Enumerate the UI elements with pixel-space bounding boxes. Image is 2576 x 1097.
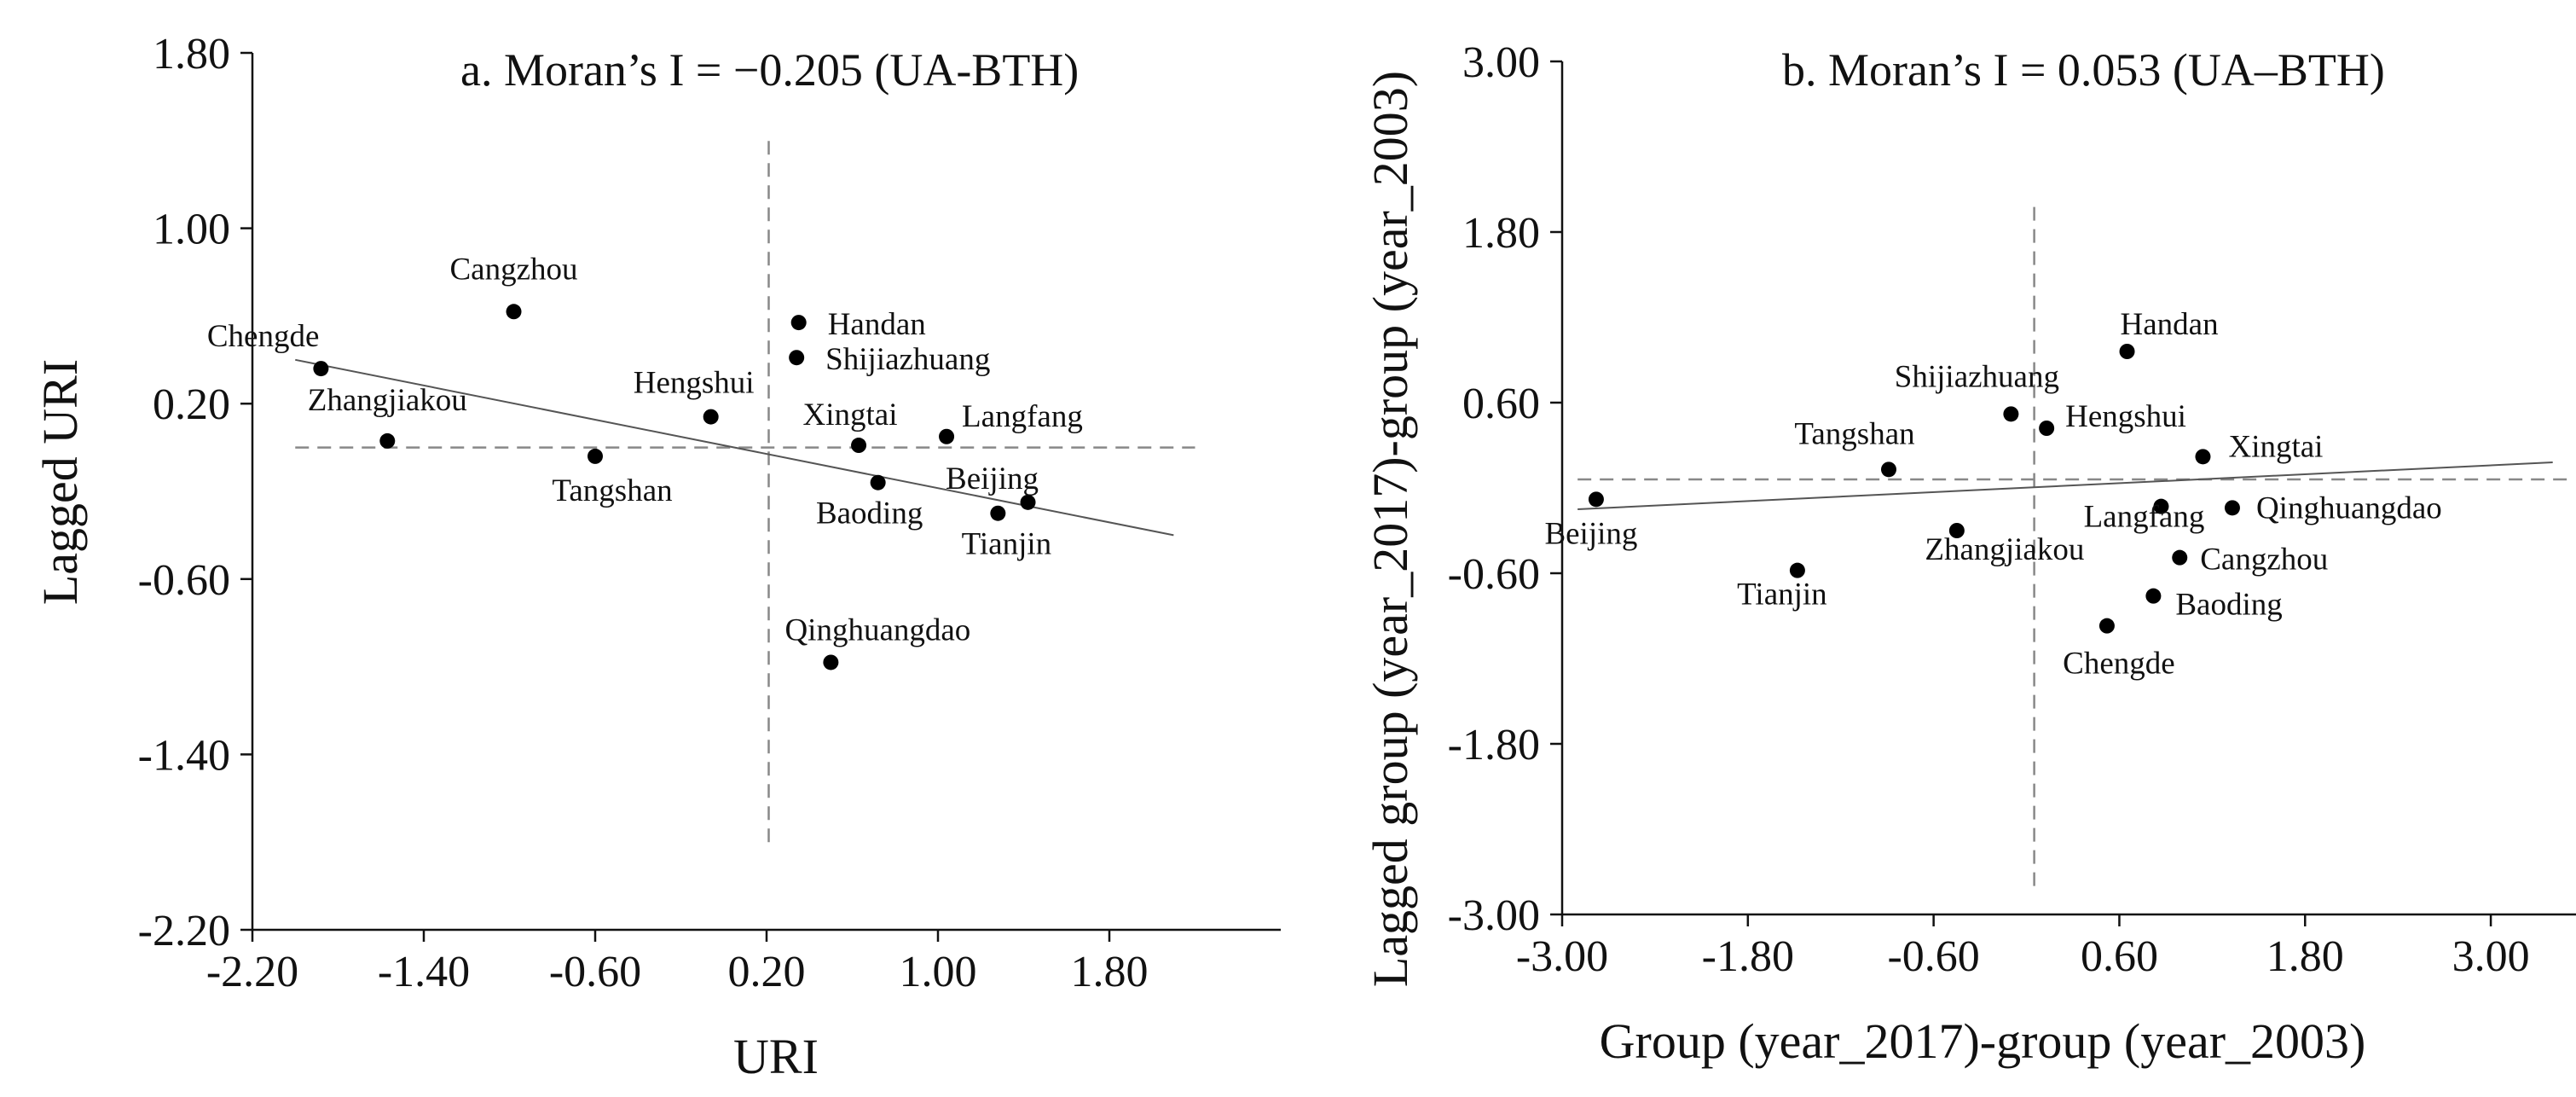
panel-b-point-langfang	[2153, 498, 2169, 514]
panel-b-point-xingtai	[2195, 449, 2211, 465]
panel-a-title: a. Moran’s I = −0.205 (UA-BTH)	[460, 44, 1079, 96]
panel-a-point-zhangjiakou	[379, 432, 396, 449]
panel-b-y-tick-label: -0.60	[1448, 550, 1540, 599]
panel-a-point-handan	[790, 315, 807, 331]
panel-a-x-tick-label: -2.20	[206, 948, 298, 996]
panel-b-point-label-xingtai: Xingtai	[2228, 429, 2323, 464]
panel-b-x-tick-label: -3.00	[1516, 932, 1608, 981]
panel-a-point-cangzhou	[506, 304, 522, 320]
panel-a-point-label-cangzhou: Cangzhou	[450, 252, 578, 287]
panel-b-y-axis-title: Lagged group (year_2017)-group (year_200…	[1363, 71, 1418, 987]
panel-a-point-label-handan: Handan	[828, 307, 926, 342]
panel-b-point-beijing	[1588, 491, 1604, 508]
panel-b-point-chengde	[2098, 618, 2115, 634]
panel-a-point-label-tianjin: Tianjin	[962, 527, 1052, 562]
panel-b-point-cangzhou	[2172, 549, 2188, 566]
panel-b-point-label-qinghuangdao: Qinghuangdao	[2256, 490, 2442, 525]
panel-a-point-baoding	[870, 474, 886, 490]
panel-a-point-shijiazhuang	[789, 350, 805, 366]
panel-b-x-tick-label: -1.80	[1702, 932, 1794, 981]
panel-a-point-qinghuangdao	[823, 654, 839, 670]
panel-b-point-tianjin	[1789, 562, 1805, 578]
panel-b-point-qinghuangdao	[2224, 500, 2240, 516]
panel-a-point-label-baoding: Baoding	[816, 496, 923, 531]
panel-a-point-chengde	[313, 361, 329, 377]
panel-a-point-tianjin	[990, 505, 1006, 521]
panel-a-y-tick-label: -1.40	[138, 731, 230, 780]
panel-a-x-tick-label: 0.20	[728, 948, 806, 996]
panel-a-y-tick-label: 0.20	[153, 380, 230, 429]
panel-a-point-beijing	[1020, 494, 1036, 510]
panel-a-x-axis-title: URI	[733, 1029, 819, 1084]
panel-b-y-tick-label: 0.60	[1462, 380, 1540, 428]
panel-b-point-label-tangshan: Tangshan	[1794, 416, 1914, 451]
panel-b-point-hengshui	[2039, 421, 2055, 436]
panel-b-regression-line	[1577, 461, 2553, 510]
panel-b: b. Moran’s I = 0.053 (UA–BTH) Group (yea…	[1363, 38, 2576, 1069]
panel-b-x-tick-label: 1.80	[2266, 932, 2344, 981]
panel-b-point-label-chengde: Chengde	[2063, 647, 2175, 682]
panel-b-x-tick-label: 3.00	[2452, 932, 2530, 981]
panel-b-title: b. Moran’s I = 0.053 (UA–BTH)	[1782, 44, 2385, 96]
panel-b-point-label-shijiazhuang: Shijiazhuang	[1895, 359, 2059, 394]
panel-a-point-hengshui	[703, 409, 719, 425]
panel-a-y-tick-label: 1.00	[153, 206, 230, 254]
panel-a-y-tick-label: -0.60	[138, 556, 230, 605]
panel-b-point-label-langfang: Langfang	[2084, 500, 2205, 535]
panel-a: a. Moran’s I = −0.205 (UA-BTH) URI Lagge…	[32, 30, 1281, 1084]
panel-b-point-shijiazhuang	[2003, 406, 2019, 422]
panel-a-x-tick-label: -1.40	[378, 948, 470, 996]
panel-a-point-label-langfang: Langfang	[962, 399, 1083, 434]
panel-a-point-label-chengde: Chengde	[207, 319, 320, 354]
panel-b-point-label-handan: Handan	[2121, 307, 2219, 342]
panel-a-point-label-beijing: Beijing	[946, 461, 1039, 496]
panel-b-x-tick-label: 0.60	[2081, 932, 2158, 981]
panel-a-y-axis-title: Lagged URI	[32, 359, 88, 605]
panel-a-point-label-tangshan: Tangshan	[552, 473, 672, 508]
panel-a-x-tick-label: 1.00	[900, 948, 977, 996]
panel-b-y-tick-label: 3.00	[1462, 38, 1540, 87]
panel-a-x-tick-label: 1.80	[1071, 948, 1149, 996]
panel-b-point-baoding	[2145, 588, 2162, 604]
panel-a-point-xingtai	[851, 438, 867, 454]
panel-b-y-tick-label: -3.00	[1448, 891, 1540, 940]
panel-a-point-label-qinghuangdao: Qinghuangdao	[784, 612, 970, 647]
panel-b-point-label-zhangjiakou: Zhangjiakou	[1925, 532, 2084, 567]
panel-b-point-label-baoding: Baoding	[2175, 588, 2282, 623]
panel-a-x-tick-label: -0.60	[549, 948, 641, 996]
panel-a-point-langfang	[939, 428, 955, 444]
panel-b-x-tick-label: -0.60	[1887, 932, 1979, 981]
panel-b-y-tick-label: 1.80	[1462, 209, 1540, 258]
panel-a-y-tick-label: 1.80	[153, 30, 230, 78]
panel-a-y-tick-label: -2.20	[138, 907, 230, 955]
panel-a-point-label-hengshui: Hengshui	[634, 366, 755, 401]
panel-b-point-label-beijing: Beijing	[1544, 516, 1637, 551]
panel-b-point-label-hengshui: Hengshui	[2065, 399, 2186, 434]
panel-a-point-label-xingtai: Xingtai	[803, 398, 898, 432]
panel-b-point-label-tianjin: Tianjin	[1737, 578, 1827, 612]
panel-b-point-tangshan	[1880, 461, 1896, 478]
panel-b-y-tick-label: -1.80	[1448, 721, 1540, 769]
panel-b-x-axis-title: Group (year_2017)-group (year_2003)	[1600, 1013, 2366, 1069]
panel-a-point-label-shijiazhuang: Shijiazhuang	[825, 342, 990, 377]
panel-a-point-label-zhangjiakou: Zhangjiakou	[308, 383, 467, 418]
panel-b-point-label-cangzhou: Cangzhou	[2200, 543, 2328, 578]
panel-b-point-zhangjiakou	[1948, 523, 1965, 538]
panel-b-point-handan	[2119, 344, 2135, 359]
panel-a-point-tangshan	[588, 448, 603, 464]
